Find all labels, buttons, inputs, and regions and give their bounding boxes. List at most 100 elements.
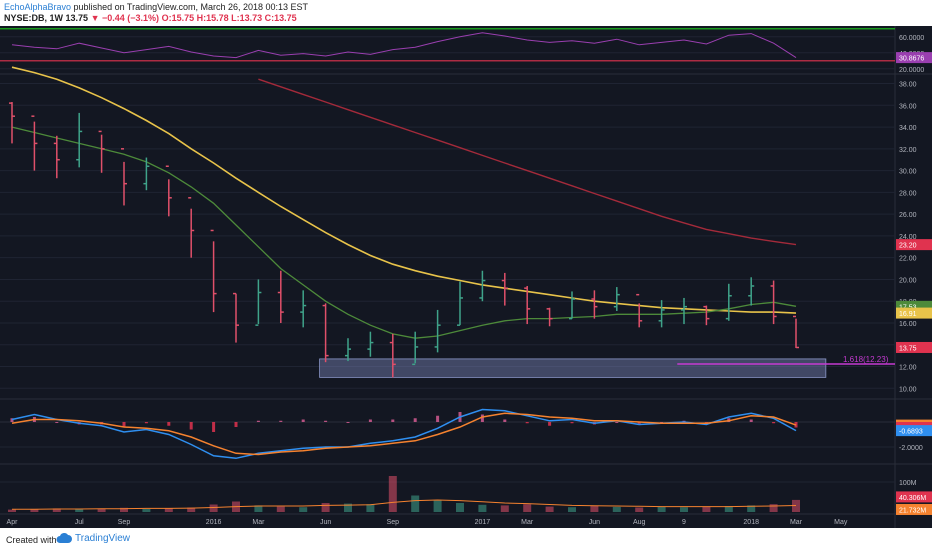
volume-bar [657,506,666,512]
macd-histogram-bar [503,419,507,422]
macd-histogram-bar [525,422,529,424]
price-tick-label: 36.00 [899,103,917,110]
price-flag-label-bg [896,300,932,312]
volume-bar [97,508,106,512]
x-tick-label: Jun [320,519,331,526]
volume-bar [635,507,644,512]
author-link[interactable]: EchoAlphaBravo [4,2,72,12]
x-tick-label: Aug [633,519,646,526]
volume-bar [680,507,688,512]
rsi-tick-label: 20.0000 [899,67,924,74]
volume-ma-line [12,499,797,510]
volume-bar [254,505,263,512]
volume-bar [30,509,39,512]
volume-value-label-bg [896,503,932,515]
price-tick-label: 28.00 [899,190,917,197]
macd-histogram-bar [480,414,484,422]
last-price: 13.75 [65,13,89,23]
price-change: −0.44 (−3.1%) [102,13,160,23]
ma-long-line [258,78,797,246]
x-tick-label: Mar [521,519,534,526]
macd-histogram-bar [749,419,753,422]
macd-histogram-bar [436,415,440,422]
volume-bar [411,495,420,512]
volume-bar [724,506,733,512]
volume-bar [702,506,711,512]
x-tick-label: Jun [589,519,600,526]
macd-histogram-bar [637,422,641,425]
volume-bar [299,507,308,512]
price-flag-label: 16.91 [899,311,917,318]
price-flag-label-bg [896,307,932,319]
publish-line: EchoAlphaBravo published on TradingView.… [4,2,308,12]
volume-bar [747,505,756,512]
volume-bar [500,505,509,512]
fib-extension-label: 1.618(12.23) [843,355,889,364]
x-tick-label: 2017 [475,519,491,526]
price-flag-label-bg [896,341,932,353]
price-tick-label: 38.00 [899,82,917,89]
macd-histogram-bar [346,422,350,423]
symbol-label[interactable]: NYSE:DB, 1W [4,13,64,23]
publish-info: published on TradingView.com, March 26, … [71,2,309,12]
chart-area[interactable]: 60.000040.000020.000030.867638.0036.0034… [0,26,932,528]
macd-tick-label: -2.0000 [899,445,923,452]
x-tick-label: Sep [118,519,131,526]
price-tick-label: 16.00 [899,321,917,328]
price-tick-label: 34.00 [899,125,917,132]
x-tick-label: 2018 [743,519,759,526]
created-with-text: Created with [6,535,57,545]
x-tick-label: Jul [75,519,84,526]
macd-histogram-bar [256,420,260,422]
volume-bar [120,507,128,512]
macd-histogram-bar [279,420,283,422]
x-tick-label: 9 [682,519,686,526]
ma-short-line [11,126,797,339]
price-tick-label: 30.00 [899,169,917,176]
x-tick-label: 2016 [206,519,222,526]
price-tick-label: 12.00 [899,365,917,372]
macd-histogram-bar [413,418,417,422]
macd-value-label: -0.6893 [899,429,923,436]
macd-histogram-bar [772,422,776,424]
volume-bar [321,503,330,512]
volume-bar [388,476,397,512]
volume-bar [187,507,196,512]
macd-histogram-bar [167,422,171,426]
tradingview-logo[interactable]: TradingView [56,532,130,544]
price-tick-label: 26.00 [899,212,917,219]
volume-bar [433,500,442,512]
x-tick-label: Mar [252,519,265,526]
ma-mid-line [11,66,797,314]
price-tick-label: 20.00 [899,277,917,284]
price-flag-label: 13.75 [899,345,917,352]
rsi-value-label-bg [896,52,932,64]
macd-histogram-bar [660,422,664,423]
volume-bar [276,506,285,512]
volume-value-label: 21.732M [899,507,926,514]
rsi-line [11,32,797,59]
macd-histogram-bar [615,422,619,423]
tradingview-brand: TradingView [75,532,131,544]
macd-histogram-bar [301,419,305,422]
price-tick-label: 22.00 [899,256,917,263]
macd-histogram-bar [212,422,216,432]
volume-bar [344,503,352,512]
macd-histogram-bar [189,422,193,430]
macd-histogram-bar [391,419,395,422]
macd-histogram-bar [234,422,238,427]
price-tick-label: 32.00 [899,147,917,154]
volume-bar [366,504,375,512]
volume-value-label: 40.306M [899,495,926,502]
price-flag-label-bg [896,239,932,251]
support-zone [319,358,827,378]
volume-bar [209,504,218,512]
volume-bar [478,504,487,512]
volume-value-label-bg [896,491,932,503]
volume-tick-label: 100M [899,480,917,487]
volume-bar [769,504,778,512]
price-tick-label: 10.00 [899,386,917,393]
macd-value-label-bg [896,425,932,437]
rsi-tick-label: 60.0000 [899,35,924,42]
macd-histogram-bar [324,420,328,422]
